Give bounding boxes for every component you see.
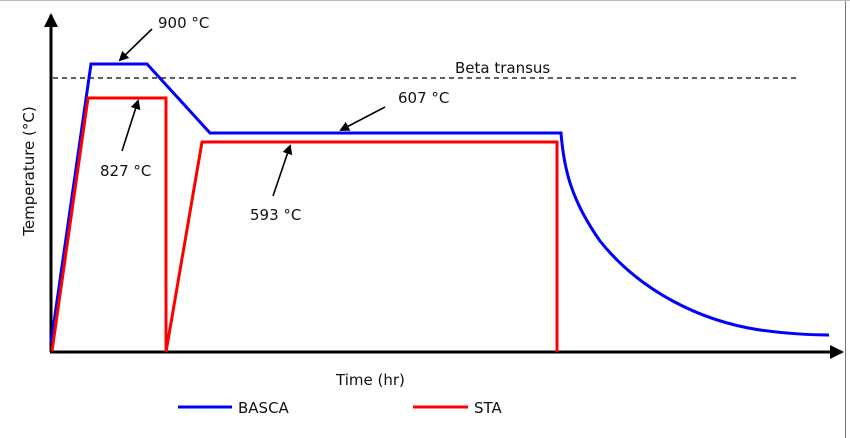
annotation-arrow-827c xyxy=(121,99,141,152)
annotation-arrow-607c xyxy=(339,106,386,131)
annotation-arrow-593c xyxy=(272,144,293,197)
legend: BASCA STA xyxy=(178,399,503,417)
annotation-900c: 900 °C xyxy=(158,14,209,32)
legend-label-sta: STA xyxy=(474,399,503,417)
annotation-607c: 607 °C xyxy=(398,89,449,107)
beta-transus-label: Beta transus xyxy=(455,59,550,77)
series-sta-line xyxy=(50,96,559,353)
series-basca-line xyxy=(49,62,830,344)
x-axis-label: Time (hr) xyxy=(335,371,405,389)
annotation-arrow-900c xyxy=(118,28,153,62)
y-axis-label: Temperature (°C) xyxy=(20,106,38,236)
legend-label-basca: BASCA xyxy=(238,399,290,417)
annotation-827c: 827 °C xyxy=(100,162,151,180)
annotation-593c: 593 °C xyxy=(250,206,301,224)
